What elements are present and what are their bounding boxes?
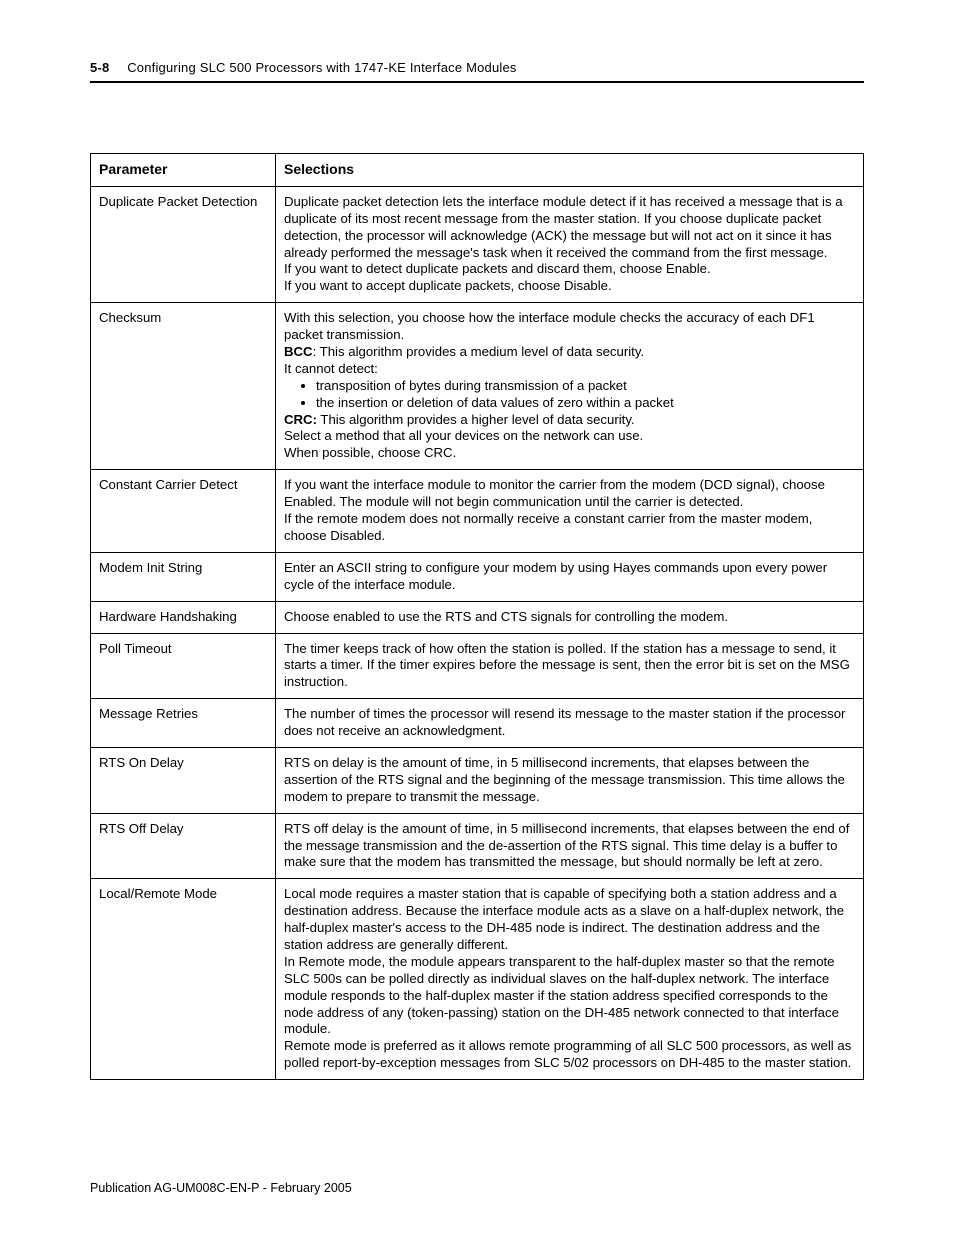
table-row: Modem Init String Enter an ASCII string … xyxy=(91,552,864,601)
param-selection: With this selection, you choose how the … xyxy=(276,303,864,470)
param-selection: Local mode requires a master station tha… xyxy=(276,879,864,1080)
selection-text: Remote mode is preferred as it allows re… xyxy=(284,1038,851,1070)
selection-text: RTS off delay is the amount of time, in … xyxy=(284,821,849,870)
footer-publication: Publication AG-UM008C-EN-P - February 20… xyxy=(90,1181,352,1195)
list-item: the insertion or deletion of data values… xyxy=(316,395,855,412)
crc-label: CRC: xyxy=(284,412,317,427)
selection-text: If the remote modem does not normally re… xyxy=(284,511,812,543)
table-row: RTS On Delay RTS on delay is the amount … xyxy=(91,747,864,813)
param-selection: The timer keeps track of how often the s… xyxy=(276,633,864,699)
param-selection: Choose enabled to use the RTS and CTS si… xyxy=(276,601,864,633)
param-name: Checksum xyxy=(91,303,276,470)
selection-text: Local mode requires a master station tha… xyxy=(284,886,844,952)
table-row: Message Retries The number of times the … xyxy=(91,699,864,748)
table-header-row: Parameter Selections xyxy=(91,154,864,187)
table-row: RTS Off Delay RTS off delay is the amoun… xyxy=(91,813,864,879)
param-selection: If you want the interface module to moni… xyxy=(276,470,864,553)
param-name: Poll Timeout xyxy=(91,633,276,699)
param-name: RTS On Delay xyxy=(91,747,276,813)
selection-text: When possible, choose CRC. xyxy=(284,445,456,460)
param-name: Modem Init String xyxy=(91,552,276,601)
selection-text: RTS on delay is the amount of time, in 5… xyxy=(284,755,845,804)
selection-text: Choose enabled to use the RTS and CTS si… xyxy=(284,609,728,624)
param-name: Hardware Handshaking xyxy=(91,601,276,633)
document-page: 5-8 Configuring SLC 500 Processors with … xyxy=(0,0,954,1235)
bcc-cannot: It cannot detect: xyxy=(284,361,378,376)
param-name: Constant Carrier Detect xyxy=(91,470,276,553)
param-name: RTS Off Delay xyxy=(91,813,276,879)
selection-text: If you want to detect duplicate packets … xyxy=(284,261,711,276)
page-number: 5-8 xyxy=(90,60,109,75)
param-selection: RTS on delay is the amount of time, in 5… xyxy=(276,747,864,813)
selection-text: In Remote mode, the module appears trans… xyxy=(284,954,839,1037)
selection-text: The number of times the processor will r… xyxy=(284,706,845,738)
table-row: Poll Timeout The timer keeps track of ho… xyxy=(91,633,864,699)
selection-text: With this selection, you choose how the … xyxy=(284,310,815,342)
parameter-table: Parameter Selections Duplicate Packet De… xyxy=(90,153,864,1080)
param-selection: Enter an ASCII string to configure your … xyxy=(276,552,864,601)
chapter-title: Configuring SLC 500 Processors with 1747… xyxy=(127,60,516,75)
selection-text: Select a method that all your devices on… xyxy=(284,428,643,443)
table-row: Local/Remote Mode Local mode requires a … xyxy=(91,879,864,1080)
param-selection: Duplicate packet detection lets the inte… xyxy=(276,186,864,302)
table-row: Duplicate Packet Detection Duplicate pac… xyxy=(91,186,864,302)
selection-text: If you want the interface module to moni… xyxy=(284,477,825,509)
running-header: 5-8 Configuring SLC 500 Processors with … xyxy=(90,60,864,81)
table-row: Constant Carrier Detect If you want the … xyxy=(91,470,864,553)
col-header-selections: Selections xyxy=(276,154,864,187)
bcc-label: BCC xyxy=(284,344,313,359)
crc-text: This algorithm provides a higher level o… xyxy=(317,412,635,427)
table-row: Checksum With this selection, you choose… xyxy=(91,303,864,470)
param-name: Message Retries xyxy=(91,699,276,748)
param-selection: The number of times the processor will r… xyxy=(276,699,864,748)
selection-text: The timer keeps track of how often the s… xyxy=(284,641,850,690)
param-selection: RTS off delay is the amount of time, in … xyxy=(276,813,864,879)
col-header-parameter: Parameter xyxy=(91,154,276,187)
selection-text: If you want to accept duplicate packets,… xyxy=(284,278,612,293)
selection-text: Enter an ASCII string to configure your … xyxy=(284,560,827,592)
list-item: transposition of bytes during transmissi… xyxy=(316,378,855,395)
bcc-bullets: transposition of bytes during transmissi… xyxy=(284,378,855,412)
header-rule xyxy=(90,81,864,83)
bcc-text: : This algorithm provides a medium level… xyxy=(313,344,645,359)
param-name: Duplicate Packet Detection xyxy=(91,186,276,302)
param-name: Local/Remote Mode xyxy=(91,879,276,1080)
table-row: Hardware Handshaking Choose enabled to u… xyxy=(91,601,864,633)
selection-text: Duplicate packet detection lets the inte… xyxy=(284,194,843,260)
